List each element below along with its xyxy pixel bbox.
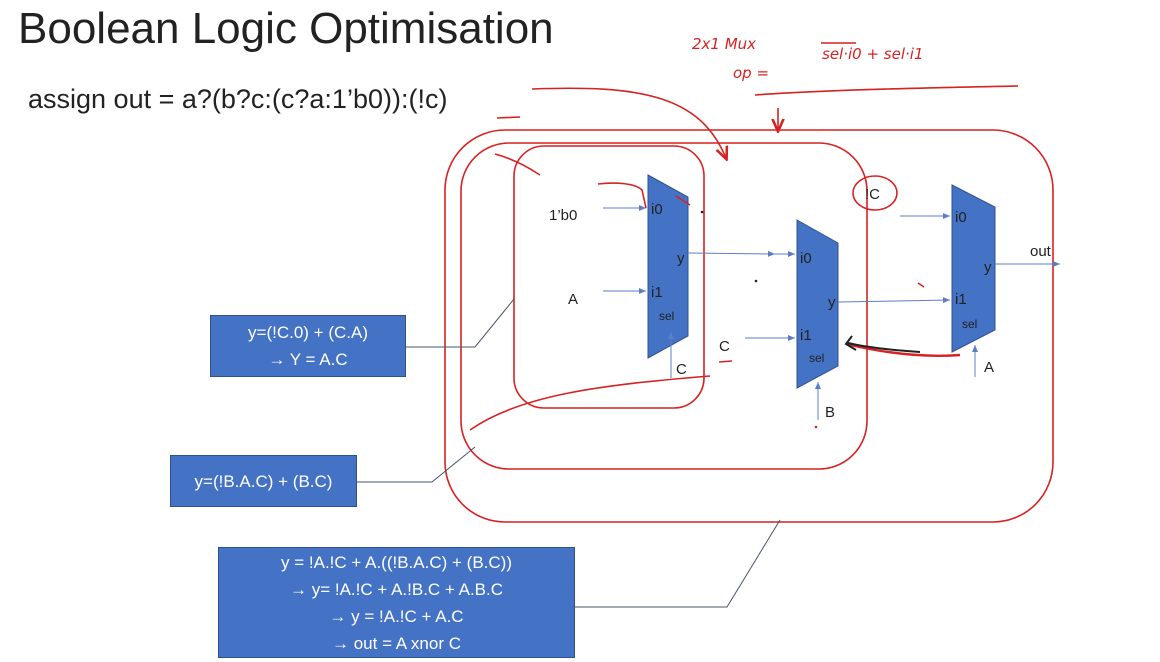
mux2-shape <box>796 219 839 389</box>
mux1-i0-label: i0 <box>651 201 663 218</box>
mux2-wire-y <box>837 297 951 304</box>
handwritten-op-label: op = <box>733 64 769 82</box>
handwritten-op-expr: sel·i0 + sel·i1 <box>822 45 923 63</box>
handwritten-arrow-to-mux2-sel <box>845 342 961 357</box>
mux2-i1-label: i1 <box>800 327 812 344</box>
mux2-sel-input-label: B <box>825 404 835 421</box>
derivation-box-mux2-line1: y=(!B.A.C) + (B.C) <box>194 472 333 491</box>
handwritten-underline-c <box>496 116 521 119</box>
handwritten-dot-3 <box>814 425 818 429</box>
handwritten-io-stroke <box>675 195 691 206</box>
mux1-i1-label: i1 <box>651 284 663 301</box>
mux1-input1-label: A <box>568 291 578 308</box>
mux3-out-label: out <box>1030 243 1052 260</box>
mux1-shape <box>647 174 689 359</box>
derivation-box-mux1: y=(!C.0) + (C.A) → Y = A.C <box>210 315 406 377</box>
handwritten-not-c-circle <box>852 175 898 211</box>
handwritten-c-underline <box>718 360 733 363</box>
box2-connector <box>357 446 476 483</box>
mux3-shape <box>951 184 996 353</box>
mux3-i1-label: i1 <box>955 291 967 308</box>
handwritten-dot-2 <box>754 279 758 283</box>
derivation-box-mux2: y=(!B.A.C) + (B.C) <box>170 455 357 507</box>
mux2-i0-label: i0 <box>800 250 812 267</box>
handwritten-dot-1 <box>700 210 704 214</box>
middle-enclosure <box>460 142 868 470</box>
mux1-sel-input-label: C <box>676 361 687 378</box>
handwritten-tick-topleft <box>494 153 541 176</box>
handwritten-io-mark <box>597 182 647 209</box>
derivation-box-final-line1: y = !A.!C + A.((!B.A.C) + (B.C)) <box>281 553 512 572</box>
inner-enclosure <box>513 145 705 409</box>
mux1-wire-y <box>687 250 776 257</box>
handwritten-arrow-to-inner <box>531 87 726 158</box>
derivation-box-final-line2: → y= !A.!C + A.!B.C + A.B.C <box>289 580 504 599</box>
handwritten-underline <box>754 85 1019 96</box>
handwritten-not-c: !C <box>865 186 880 203</box>
handwritten-arrow-black <box>844 335 921 353</box>
derivation-box-final: y = !A.!C + A.((!B.A.C) + (B.C)) → y= !A… <box>218 547 575 658</box>
handwritten-sweep <box>469 375 711 431</box>
derivation-box-final-line3: → y = !A.!C + A.C <box>329 607 464 626</box>
mux2-sel-label: sel <box>809 351 824 365</box>
handwritten-tick-mux3 <box>917 282 925 288</box>
outer-enclosure <box>444 129 1054 523</box>
mux3-sel-input-label: A <box>984 359 994 376</box>
derivation-box-mux1-line2: → Y = A.C <box>268 350 348 369</box>
box1-connector <box>406 298 515 348</box>
derivation-box-final-line4: → out = A xnor C <box>332 634 461 653</box>
page-title: Boolean Logic Optimisation <box>18 4 554 53</box>
handwritten-mux-label: 2x1 Mux <box>692 35 756 53</box>
mux2-y-label: y <box>828 294 836 311</box>
box3-connector <box>575 519 781 608</box>
mux3-i0-label: i0 <box>955 209 967 226</box>
mux3-y-label: y <box>984 259 992 276</box>
mux2-input1-label: C <box>719 338 730 355</box>
mux1-y-label: y <box>677 250 685 267</box>
assign-statement: assign out = a?(b?c:(c?a:1’b0)):(!c) <box>28 84 448 114</box>
mux1-sel-label: sel <box>659 309 674 323</box>
mux3-sel-label: sel <box>962 317 977 331</box>
derivation-box-mux1-line1: y=(!C.0) + (C.A) <box>248 323 368 342</box>
mux1-input0-label: 1’b0 <box>549 207 577 224</box>
